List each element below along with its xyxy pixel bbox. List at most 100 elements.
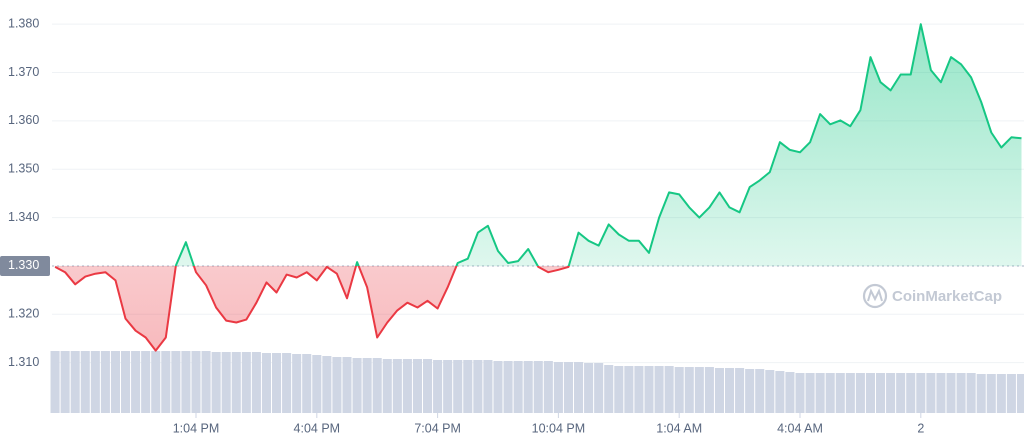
volume-bar (433, 360, 443, 413)
volume-bar (322, 356, 332, 413)
volume-bar (775, 371, 785, 413)
volume-bar (805, 373, 815, 413)
volume-bar (110, 351, 120, 413)
volume-bar (835, 373, 845, 413)
volume-bar (976, 374, 986, 413)
volume-bar (926, 373, 936, 413)
volume-bar (654, 366, 664, 413)
volume-bar (644, 366, 654, 413)
area-down (55, 265, 569, 351)
volume-bar (664, 366, 674, 413)
volume-bar (553, 362, 563, 413)
volume-bar (161, 351, 171, 413)
volume-bar (906, 373, 916, 413)
volume-bar (614, 366, 624, 413)
volume-bar (574, 362, 584, 413)
volume-bar (745, 369, 755, 413)
y-tick-label: 1.350 (8, 162, 39, 176)
volume-bar (503, 361, 513, 413)
x-tick-label: 4:04 PM (294, 421, 341, 435)
volume-bar (584, 363, 594, 413)
volume-bar (785, 372, 795, 413)
volume-bar (181, 351, 191, 413)
y-tick-label: 1.380 (8, 16, 39, 30)
volume-bar (795, 373, 805, 413)
volume-bar (121, 351, 131, 413)
volume-bar (60, 351, 70, 413)
volume-bar (845, 373, 855, 413)
volume-bar (372, 358, 382, 413)
volume-bar (735, 368, 745, 413)
x-tick-label: 7:04 PM (414, 421, 461, 435)
x-tick-label: 1:04 PM (173, 421, 220, 435)
volume-bar (201, 351, 211, 413)
volume-bar (221, 352, 231, 413)
volume-bar (725, 368, 735, 413)
volume-bar (50, 351, 60, 413)
x-tick-label: 1:04 AM (656, 421, 702, 435)
volume-bar (282, 353, 292, 413)
volume-bar (100, 351, 110, 413)
volume-bar (80, 351, 90, 413)
volume-bar (936, 373, 946, 413)
x-tick-label: 4:04 AM (777, 421, 823, 435)
volume-bar (543, 361, 553, 413)
line-down (54, 265, 570, 352)
volume-bar (755, 369, 765, 413)
volume-bar (533, 361, 543, 413)
watermark: CoinMarketCap (862, 283, 1002, 309)
volume-bar (261, 353, 271, 413)
volume-bar (563, 362, 573, 413)
volume-bar (1006, 374, 1016, 413)
volume-bar (765, 370, 775, 413)
volume-bar (392, 359, 402, 413)
volume-bar (332, 357, 342, 413)
volume-bar (362, 358, 372, 413)
volume-bar (402, 359, 412, 413)
volume-bar (352, 358, 362, 413)
volume-bar (634, 366, 644, 413)
volume-bar (604, 365, 614, 413)
volume-bar (523, 361, 533, 413)
baseline-label-box (0, 255, 50, 276)
volume-bar (714, 368, 724, 413)
volume-bar (886, 373, 896, 413)
area-up (55, 24, 1022, 266)
volume-bar (876, 373, 886, 413)
volume-bar (251, 352, 261, 413)
volume-bar (473, 360, 483, 413)
y-tick-label: 1.370 (8, 65, 39, 79)
volume-bar (855, 373, 865, 413)
x-tick-label: 10:04 PM (532, 421, 586, 435)
volume-bar (191, 351, 201, 413)
y-tick-label: 1.320 (8, 307, 39, 321)
line-up (174, 23, 1022, 266)
volume-bar (493, 361, 503, 413)
volume-bar (694, 367, 704, 413)
volume-bar (70, 351, 80, 413)
volume-bar (151, 351, 161, 413)
volume-bar (272, 353, 282, 413)
volume-bar (443, 360, 453, 413)
volume-bar (292, 354, 302, 413)
volume-bar (312, 355, 322, 413)
volume-bar (946, 373, 956, 413)
volume-bar (141, 351, 151, 413)
y-tick-label: 1.310 (8, 355, 39, 369)
volume-bar (865, 373, 875, 413)
volume-bar (996, 374, 1006, 413)
volume-bar (986, 374, 996, 413)
volume-bar (704, 367, 714, 413)
volume-bar (342, 357, 352, 413)
volume-bar (302, 354, 312, 413)
volume-bar (916, 373, 926, 413)
volume-bar (815, 373, 825, 413)
volume-bar (956, 373, 966, 413)
volume-bar (412, 359, 422, 413)
y-tick-label: 1.330 (8, 258, 39, 272)
volume-bar (966, 373, 976, 413)
volume-bar (453, 360, 463, 413)
volume-bar (513, 361, 523, 413)
volume-bar (382, 359, 392, 413)
